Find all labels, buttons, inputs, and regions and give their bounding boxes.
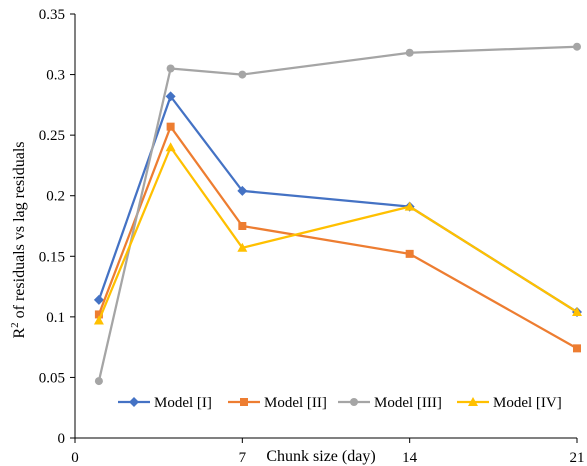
data-point (237, 185, 248, 196)
data-point (405, 249, 414, 258)
y-tick-label: 0.25 (39, 128, 65, 144)
x-tick-label: 21 (570, 450, 585, 466)
data-point (404, 201, 415, 211)
y-axis-title-superscript: 2 (9, 322, 21, 328)
data-point (93, 315, 104, 325)
chart-axes (74, 14, 577, 439)
x-axis-title: Chunk size (day) (266, 448, 375, 465)
x-axis-ticks: 0 7 14 21 (71, 438, 585, 466)
data-point (238, 222, 247, 230)
data-point (573, 42, 581, 51)
y-tick-label: 0.05 (39, 370, 65, 386)
y-axis-ticks: 0 0.05 0.1 0.15 0.2 0.25 0.3 0.35 (39, 7, 75, 447)
x-tick-label: 0 (71, 450, 79, 466)
series-4 (93, 142, 582, 325)
y-tick-label: 0.3 (46, 68, 65, 84)
x-tick-label: 7 (239, 450, 247, 466)
legend-swatch-marker (129, 397, 139, 407)
data-point (165, 91, 176, 102)
data-point (237, 242, 248, 252)
series-line (97, 146, 578, 321)
legend-label: Model [I] (154, 395, 212, 411)
series-2 (94, 122, 581, 353)
legend-label: Model [III] (374, 395, 442, 411)
data-point (166, 122, 175, 131)
data-point (93, 294, 104, 305)
data-point (572, 307, 582, 317)
legend-item: Model [IV] (457, 395, 562, 411)
series-line (97, 125, 578, 350)
legend-item: Model [III] (338, 395, 442, 411)
data-point (166, 64, 175, 73)
y-tick-label: 0.35 (39, 7, 65, 23)
legend-item: Model [I] (118, 395, 212, 411)
legend-swatch-marker (240, 398, 248, 406)
y-tick-label: 0.1 (46, 310, 65, 326)
y-tick-label: 0.15 (39, 249, 65, 265)
legend-item: Model [II] (228, 395, 327, 411)
y-axis-title: R2 of residuals vs lag residuals (9, 141, 28, 338)
series-layer (93, 42, 582, 386)
y-axis-title-main: R (11, 328, 28, 339)
data-point (573, 344, 581, 353)
legend: Model [I] Model [II] Model [III] Model [IV] (118, 395, 562, 411)
data-point (94, 377, 103, 386)
x-tick-label: 14 (402, 450, 418, 466)
data-point (405, 48, 414, 57)
data-point (94, 310, 103, 319)
y-tick-label: 0.2 (46, 189, 65, 205)
data-point (238, 70, 247, 79)
legend-label: Model [IV] (493, 395, 562, 411)
legend-swatch-marker (350, 398, 358, 406)
legend-swatch-marker (468, 397, 478, 406)
y-tick-label: 0 (58, 431, 66, 447)
y-axis-title-rest: of residuals vs lag residuals (11, 141, 28, 322)
series-3 (94, 42, 581, 386)
legend-label: Model [II] (264, 395, 327, 411)
data-point (165, 142, 176, 152)
